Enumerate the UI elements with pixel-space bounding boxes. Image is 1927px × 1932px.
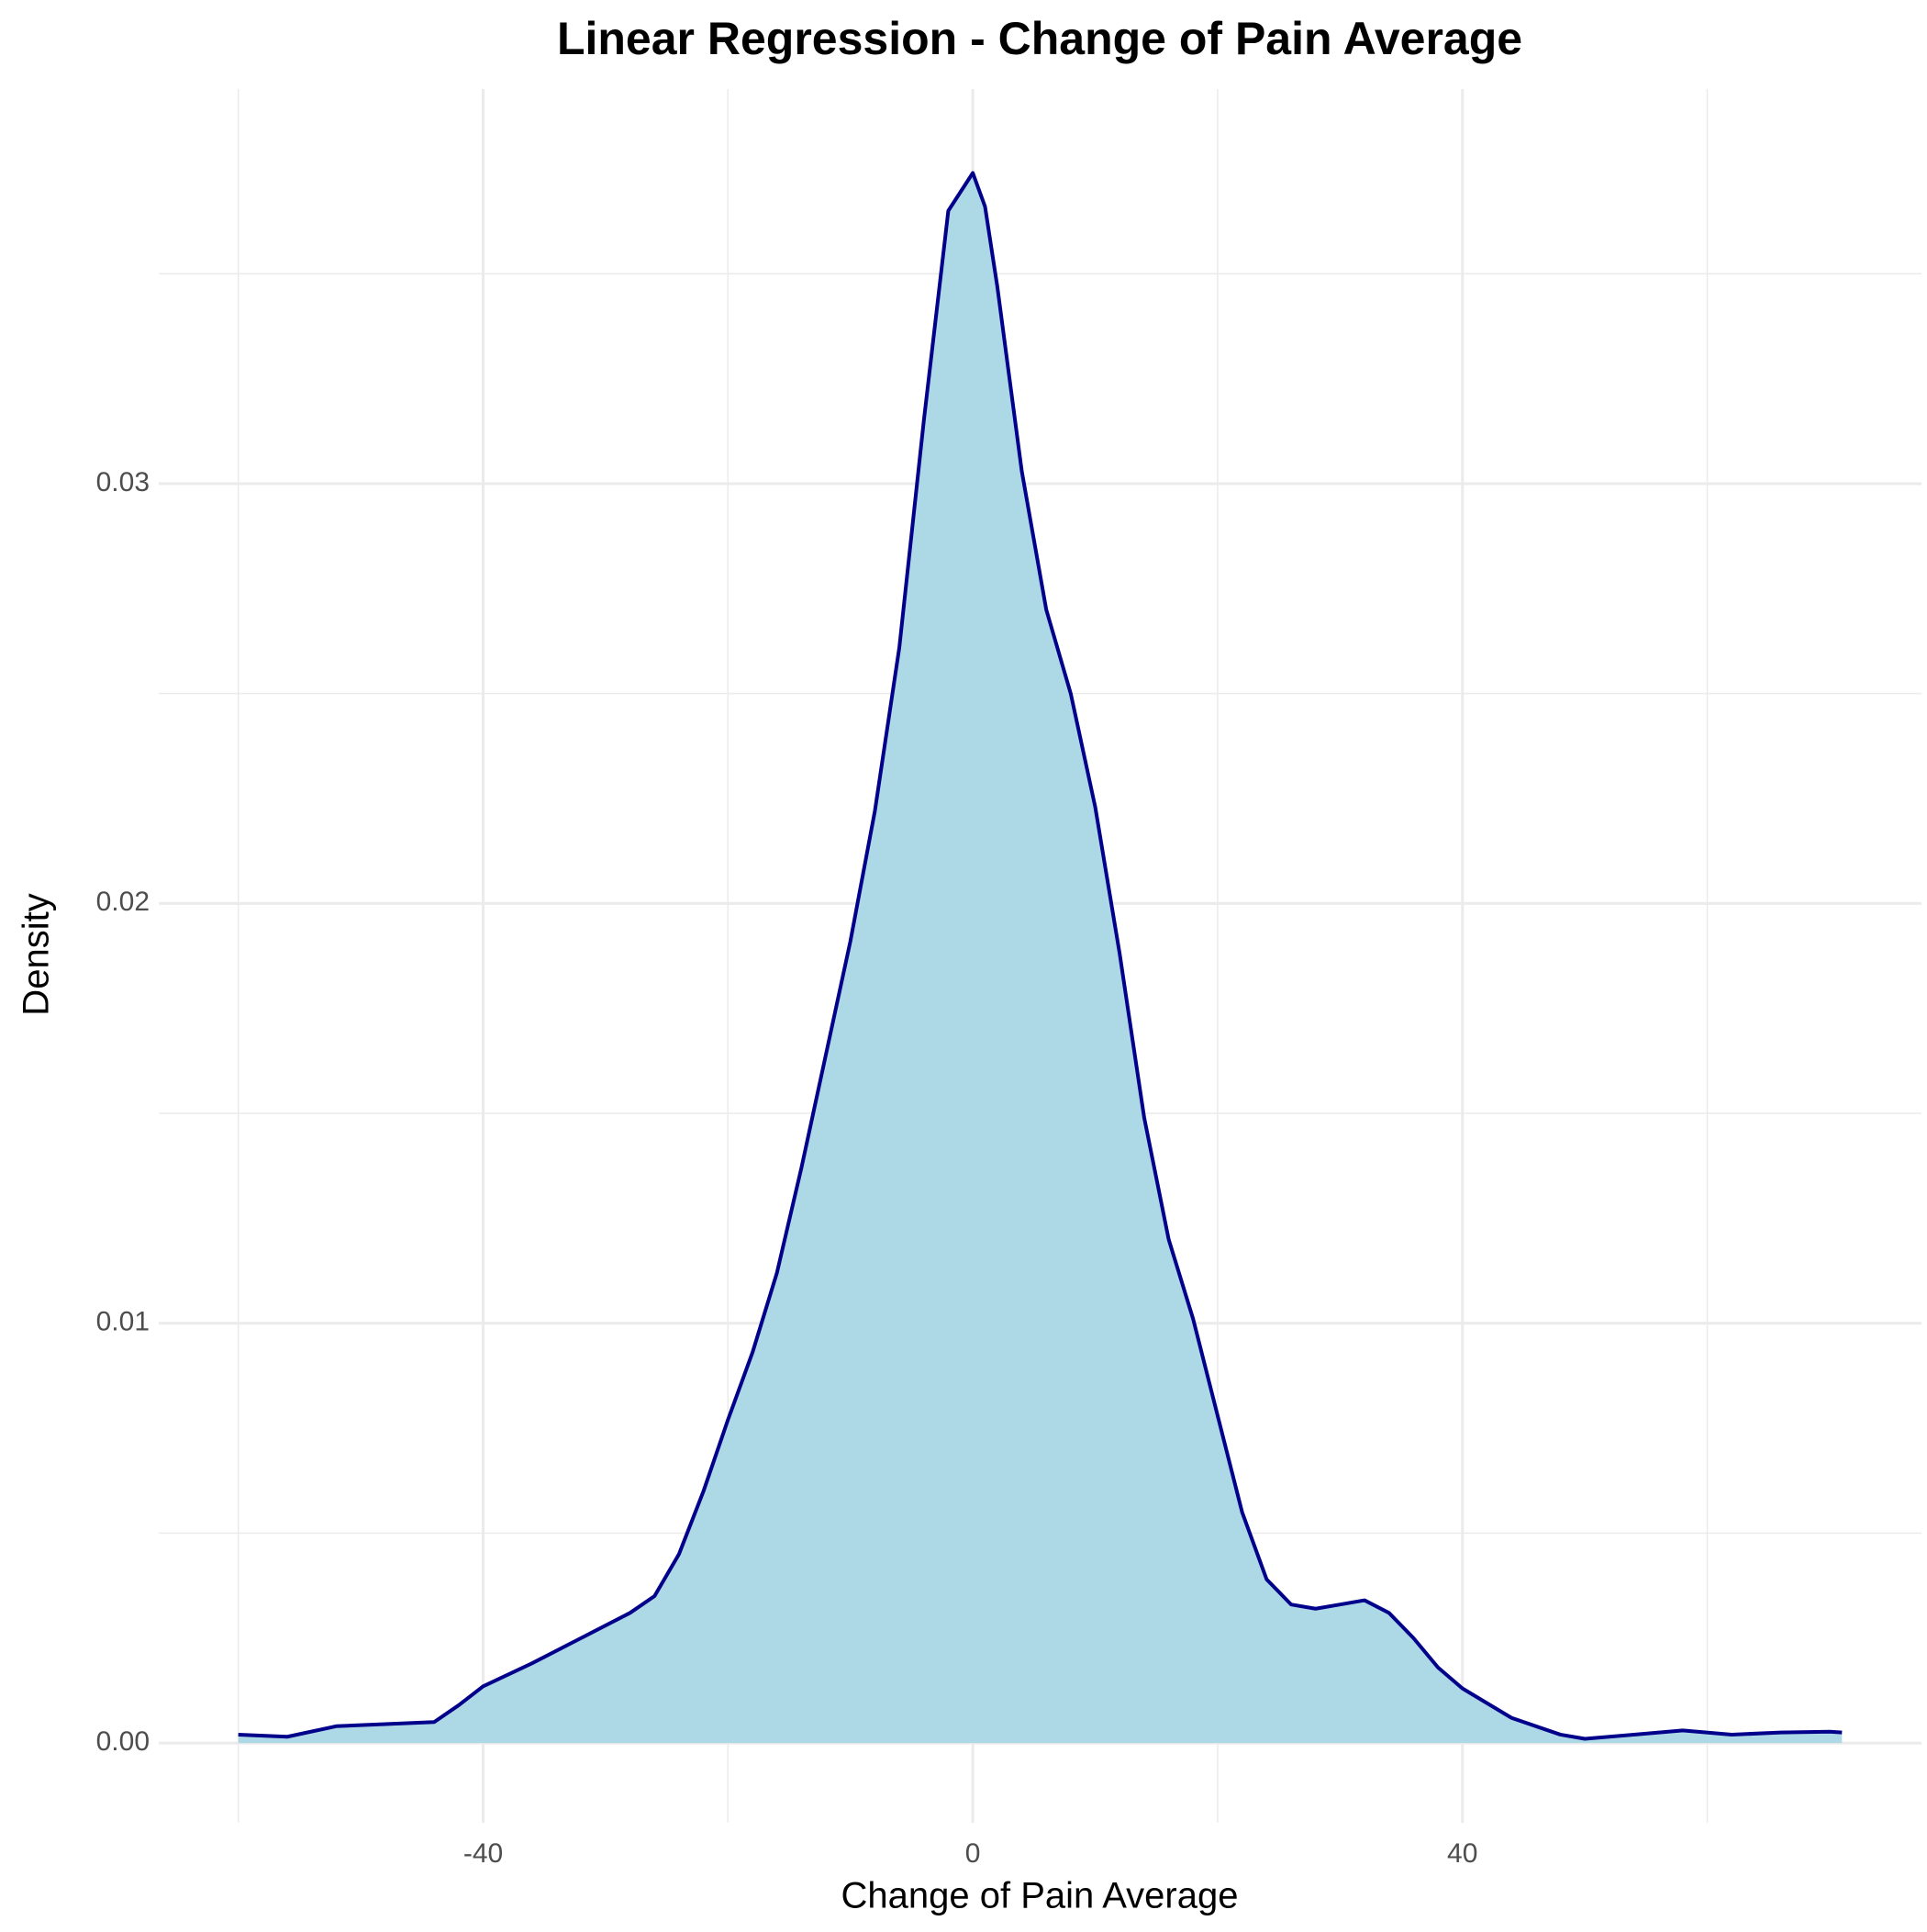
y-axis-label: Density (17, 893, 57, 1015)
y-tick-label: 0.00 (96, 1726, 150, 1757)
x-tick-label: -40 (463, 1838, 503, 1869)
y-tick-label: 0.03 (96, 467, 150, 497)
y-tick-label: 0.02 (96, 887, 150, 917)
chart-title: Linear Regression - Change of Pain Avera… (557, 13, 1522, 64)
x-tick-label: 0 (965, 1838, 981, 1869)
density-line (238, 171, 1843, 1741)
y-tick-label: 0.01 (96, 1307, 150, 1337)
x-axis-label: Change of Pain Average (841, 1876, 1239, 1916)
x-tick-label: 40 (1447, 1838, 1477, 1869)
density-area (238, 173, 1843, 1744)
